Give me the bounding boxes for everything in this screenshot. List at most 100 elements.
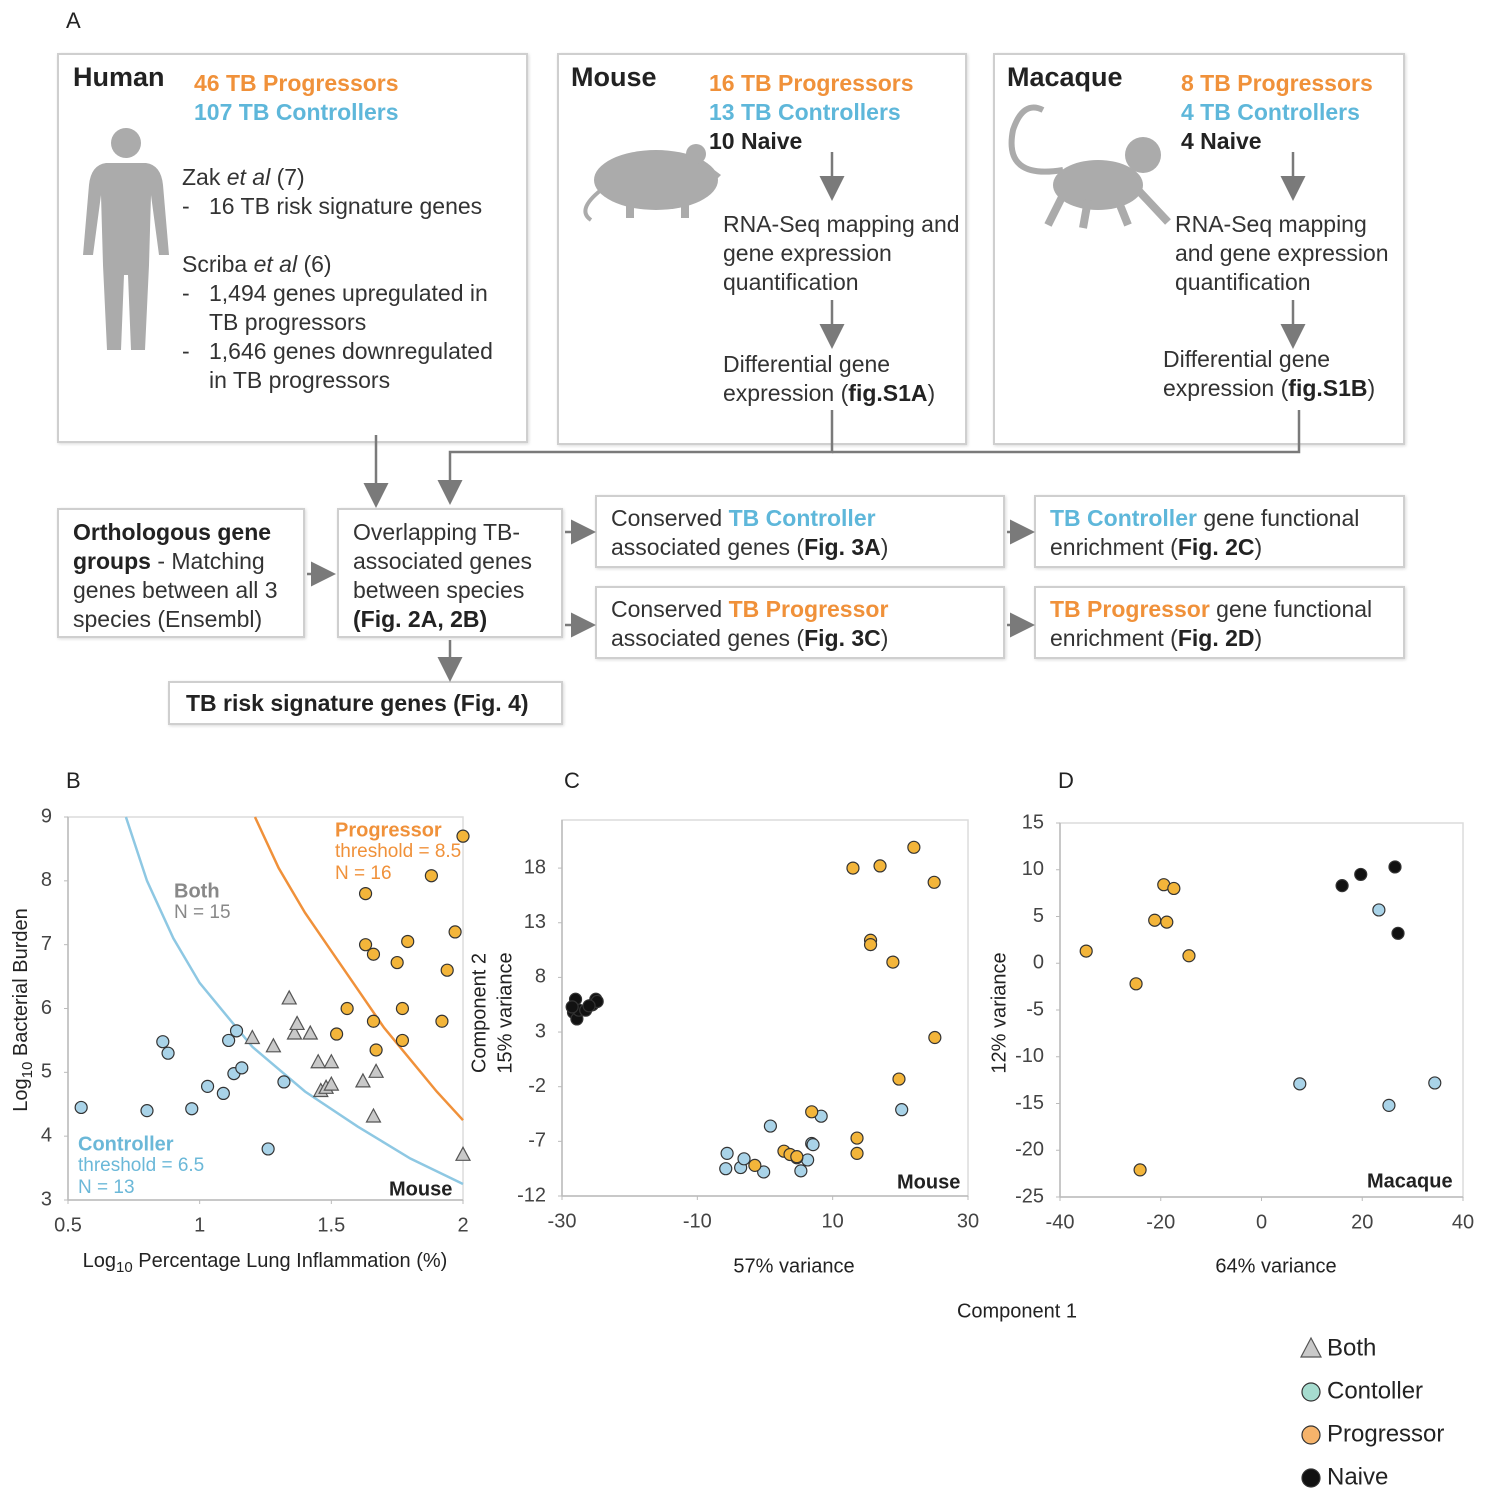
circle-marker bbox=[330, 1027, 344, 1041]
circle-marker bbox=[850, 1131, 864, 1145]
legend-label: Both bbox=[1327, 1334, 1376, 1361]
circle-marker bbox=[358, 938, 373, 952]
circle-marker bbox=[589, 992, 603, 1006]
text-run: Conserved bbox=[611, 505, 729, 531]
text-run: Differential gene expression ( bbox=[723, 351, 891, 406]
legend-label: Naive bbox=[1327, 1463, 1388, 1490]
text-run: 13 TB Controllers bbox=[709, 99, 901, 125]
text-run: 107 TB Controllers bbox=[194, 99, 399, 125]
text-run: (6) bbox=[297, 251, 332, 277]
triangle-marker bbox=[454, 1146, 472, 1161]
circle-marker bbox=[277, 1075, 291, 1089]
y-tick-label: 7 bbox=[41, 933, 52, 955]
annotation: Mouse bbox=[389, 1178, 452, 1200]
circle-marker bbox=[763, 1119, 778, 1133]
item-text: 1,494 genes upregulated in TB progressor… bbox=[209, 280, 488, 335]
count-line: 46 TB Progressors bbox=[194, 69, 399, 98]
human-silhouette bbox=[83, 128, 169, 350]
bullet: - bbox=[182, 193, 190, 219]
circle-marker bbox=[161, 1046, 175, 1060]
mouse-box: Mouse 16 TB Progressors 13 TB Controllers… bbox=[557, 53, 967, 445]
y-tick-label: 15 bbox=[1022, 811, 1044, 833]
y-tick-label: 5 bbox=[1033, 905, 1044, 927]
text-run: 16 TB Progressors bbox=[709, 70, 914, 96]
circle-marker bbox=[863, 933, 878, 947]
reference-item: -1,494 genes upregulated in TB progresso… bbox=[182, 279, 512, 337]
triangle-marker bbox=[365, 1107, 382, 1123]
annotation: Controller bbox=[78, 1133, 174, 1155]
panel-label: A bbox=[66, 8, 81, 33]
circle-marker bbox=[1335, 879, 1349, 893]
counts: 8 TB Progressors 4 TB Controllers 4 Naive bbox=[1181, 69, 1373, 156]
triangle-marker bbox=[286, 1024, 303, 1040]
threshold-curve bbox=[253, 816, 464, 1122]
circle-marker bbox=[1182, 949, 1196, 963]
legend-marker bbox=[1301, 1425, 1321, 1445]
text-run: ) bbox=[1367, 375, 1376, 401]
text-run: 4 Naive bbox=[1181, 128, 1262, 154]
x-axis-title: 57% variance bbox=[733, 1255, 854, 1277]
text-run: Zak bbox=[182, 164, 227, 190]
text-run: 46 TB Progressors bbox=[194, 70, 399, 96]
circle-marker bbox=[216, 1086, 230, 1100]
triangle-marker bbox=[244, 1029, 261, 1045]
text-run: ) bbox=[880, 625, 889, 651]
circle-marker bbox=[261, 1142, 275, 1156]
annotation: Progressor bbox=[335, 819, 442, 841]
circle-marker bbox=[395, 1001, 410, 1016]
circle-marker bbox=[358, 886, 373, 901]
circle-marker bbox=[222, 1033, 236, 1048]
annotation: threshold = 8.5 bbox=[335, 841, 461, 862]
circle-marker bbox=[235, 1061, 249, 1075]
macaque-box: Macaque 8 TB Progressors 4 TB Controllers… bbox=[993, 53, 1405, 445]
text-run: TB Controller bbox=[728, 505, 876, 531]
circle-marker bbox=[892, 1072, 906, 1086]
axis-title-part: Log bbox=[83, 1250, 116, 1272]
triangle-marker bbox=[289, 1015, 306, 1031]
text-run: gene functional enrichment ( bbox=[1050, 596, 1373, 651]
text-run: Fig. 3A bbox=[804, 534, 881, 560]
y-tick-label: -7 bbox=[528, 1130, 546, 1152]
text-run: (Fig. 2A, 2B) bbox=[353, 606, 488, 632]
text-run: Orthologous gene groups bbox=[73, 519, 272, 574]
circle-marker bbox=[805, 1105, 819, 1119]
circle-marker bbox=[850, 1146, 864, 1160]
triangle-marker bbox=[302, 1024, 319, 1040]
conserved-controller-box: Conserved TB Controller associated genes… bbox=[595, 495, 1005, 568]
circle-marker bbox=[1133, 1163, 1147, 1177]
step: Differential gene expression (fig.S1B) bbox=[1163, 345, 1398, 403]
text-run: RNA-Seq mapping and gene expression quan… bbox=[1175, 211, 1389, 295]
y-tick-label: -10 bbox=[1015, 1045, 1044, 1067]
orthologous-box: Orthologous gene groups - Matching genes… bbox=[57, 508, 305, 638]
triangle-marker bbox=[368, 1063, 385, 1078]
circle-marker bbox=[440, 963, 454, 977]
legend-marker bbox=[1301, 1382, 1321, 1402]
text-run: ) bbox=[1254, 625, 1263, 651]
mouse-silhouette bbox=[583, 144, 721, 222]
circle-marker bbox=[1388, 860, 1402, 874]
bullet: - bbox=[182, 338, 190, 364]
text-run: Conserved bbox=[611, 596, 729, 622]
circle-marker bbox=[1167, 881, 1181, 896]
overlapping-box: Overlapping TB-associated genes between … bbox=[337, 508, 563, 638]
text-run: Fig. 3C bbox=[804, 625, 881, 651]
y-tick-label: -12 bbox=[517, 1184, 546, 1206]
circle-marker bbox=[777, 1144, 791, 1158]
reference-item: -16 TB risk signature genes bbox=[182, 192, 512, 221]
step: Differential gene expression (fig.S1A) bbox=[723, 350, 963, 408]
circle-marker bbox=[1391, 926, 1405, 940]
count-line: 10 Naive bbox=[709, 127, 914, 156]
reference-head: Scriba et al (6) bbox=[182, 250, 512, 279]
count-line: 8 TB Progressors bbox=[1181, 69, 1373, 98]
box-title: Human bbox=[73, 62, 165, 92]
text-run: ) bbox=[1254, 534, 1263, 560]
count-line: 13 TB Controllers bbox=[709, 98, 914, 127]
annotation: threshold = 6.5 bbox=[78, 1155, 204, 1176]
axis-title-part: 10 bbox=[116, 1259, 133, 1276]
circle-marker bbox=[748, 1158, 762, 1172]
text-run: 8 TB Progressors bbox=[1181, 70, 1373, 96]
text-run: Scriba bbox=[182, 251, 254, 277]
x-tick-label: 0.5 bbox=[54, 1214, 82, 1236]
text-run: fig.S1B bbox=[1288, 375, 1368, 401]
